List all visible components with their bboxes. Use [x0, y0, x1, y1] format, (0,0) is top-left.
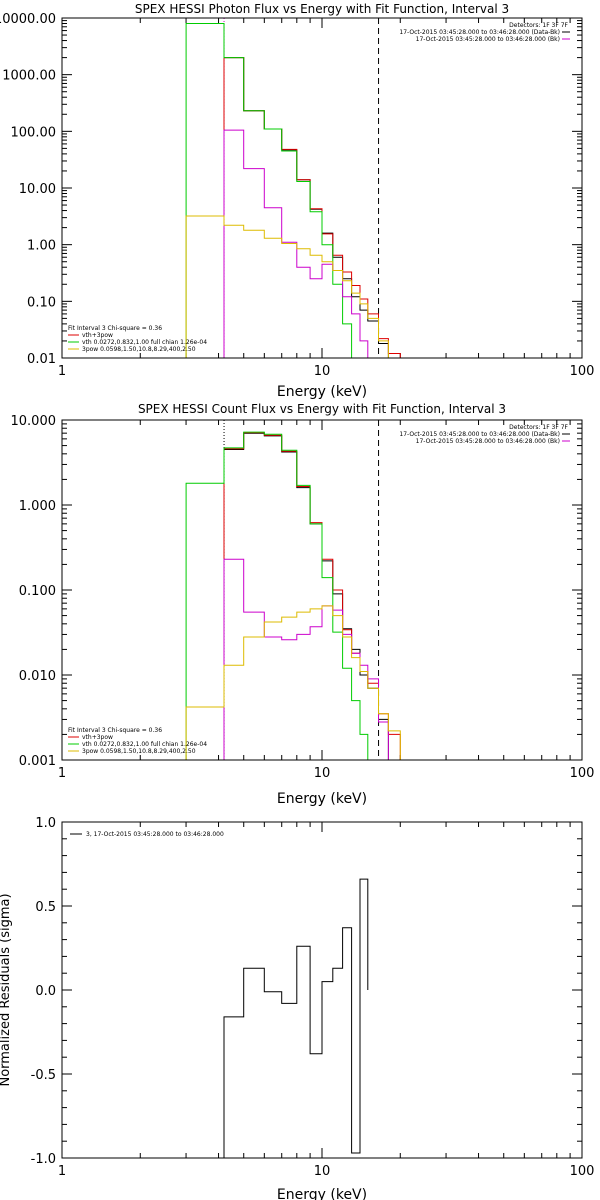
- info-line: 17-Oct-2015 03:45:28.000 to 03:46:28.000…: [399, 431, 560, 438]
- info-line: Detectors: 1F 3F 7F: [509, 22, 568, 29]
- photon-flux-axes-frame: [61, 17, 583, 359]
- series-step-line-4: [185, 605, 401, 760]
- count-flux-panel: SPEX HESSI Count Flux vs Energy with Fit…: [11, 402, 595, 807]
- series-step-line-3: [223, 129, 379, 359]
- series-step-line-0: [223, 878, 369, 1158]
- y-tick-label: 1.000: [19, 499, 56, 514]
- x-tick-label: 10: [314, 364, 331, 379]
- series-step-line-4: [185, 215, 401, 359]
- fit-parameter-line: vth+3pow: [82, 332, 113, 339]
- residuals-panel: 1 10 100 -1.0 -0.5 0.0 0.5 1.0 3, 17-Oct-2015 03…: [0, 816, 594, 1200]
- info-line: 17-Oct-2015 03:45:28.000 to 03:46:28.000…: [399, 29, 560, 36]
- count-flux-axes-frame: [61, 419, 583, 761]
- y-tick-label: 0.100: [19, 584, 56, 599]
- fit-parameter-line: Fit Interval 3 Chi-square = 0.36: [68, 727, 162, 734]
- x-tick-label: 1: [58, 1164, 66, 1179]
- photon-flux-title: SPEX HESSI Photon Flux vs Energy with Fi…: [135, 2, 509, 16]
- legend-label: 3, 17-Oct-2015 03:45:28.000 to 03:46:28.…: [86, 831, 224, 838]
- series-step-line-2: [185, 431, 379, 761]
- y-tick-label: 100.00: [11, 125, 57, 140]
- x-tick-label: 100: [570, 1164, 595, 1179]
- photon-flux-x-axis-label: Energy (keV): [277, 384, 367, 400]
- photon-flux-plot-area: 1 10 100 0.01 0.10 1.00 10.00 100.00 1000.00 1000…: [0, 12, 594, 379]
- fit-parameter-line: vth+3pow: [82, 734, 113, 741]
- x-tick-label: 100: [570, 766, 595, 781]
- y-tick-label: 1.0: [35, 816, 56, 831]
- count-flux-plot-area: 1 10 100 0.001 0.010 0.100 1.000 10.000 Detector…: [11, 414, 595, 781]
- fit-parameter-line: vth 0.0272,0.832,1.00 full chian 1.26e-0…: [82, 339, 207, 346]
- fit-parameter-line: vth 0.0272,0.832,1.00 full chian 1.26e-0…: [82, 741, 207, 748]
- fit-parameter-line: 3pow 0.0598,1.50,10.8,8.29,400,2.50: [82, 748, 196, 755]
- y-tick-label: 0.0: [35, 984, 56, 999]
- y-tick-label: 0.001: [19, 754, 56, 769]
- info-line: Detectors: 1F 3F 7F: [509, 424, 568, 431]
- fit-parameter-line: 3pow 0.0598,1.50,10.8,8.29,400,2.50: [82, 346, 196, 353]
- x-tick-label: 100: [570, 364, 595, 379]
- y-tick-label: 0.01: [27, 352, 56, 367]
- y-tick-label: 0.010: [19, 669, 56, 684]
- info-line: 17-Oct-2015 03:45:28.000 to 03:46:28.000…: [416, 36, 560, 43]
- x-tick-label: 1: [58, 766, 66, 781]
- count-flux-title: SPEX HESSI Count Flux vs Energy with Fit…: [138, 402, 506, 416]
- residuals-axes-frame: [61, 821, 583, 1159]
- y-tick-label: -1.0: [31, 1152, 56, 1167]
- series-step-line-2: [185, 23, 360, 359]
- y-tick-label: 1.00: [27, 239, 56, 254]
- y-tick-label: 0.5: [35, 900, 56, 915]
- y-tick-label: -0.5: [31, 1068, 56, 1083]
- residuals-y-axis-label: Normalized Residuals (sigma): [0, 893, 13, 1086]
- photon-flux-panel: SPEX HESSI Photon Flux vs Energy with Fi…: [0, 2, 594, 400]
- info-line: 17-Oct-2015 03:45:28.000 to 03:46:28.000…: [416, 438, 560, 445]
- y-tick-label: 10.00: [19, 182, 56, 197]
- x-tick-label: 10: [314, 766, 331, 781]
- fit-parameter-line: Fit Interval 3 Chi-square = 0.36: [68, 325, 162, 332]
- count-flux-x-axis-label: Energy (keV): [277, 791, 367, 807]
- residuals-plot-area: 1 10 100 -1.0 -0.5 0.0 0.5 1.0 3, 17-Oct-2015 03…: [31, 816, 595, 1179]
- y-tick-label: 1000.00: [2, 69, 56, 84]
- x-tick-label: 10: [314, 1164, 331, 1179]
- y-tick-label: 0.10: [27, 295, 56, 310]
- y-tick-label: 10.000: [11, 414, 57, 429]
- y-tick-label: 10000.00: [0, 12, 56, 27]
- residuals-x-axis-label: Energy (keV): [277, 1187, 367, 1200]
- x-tick-label: 1: [58, 364, 66, 379]
